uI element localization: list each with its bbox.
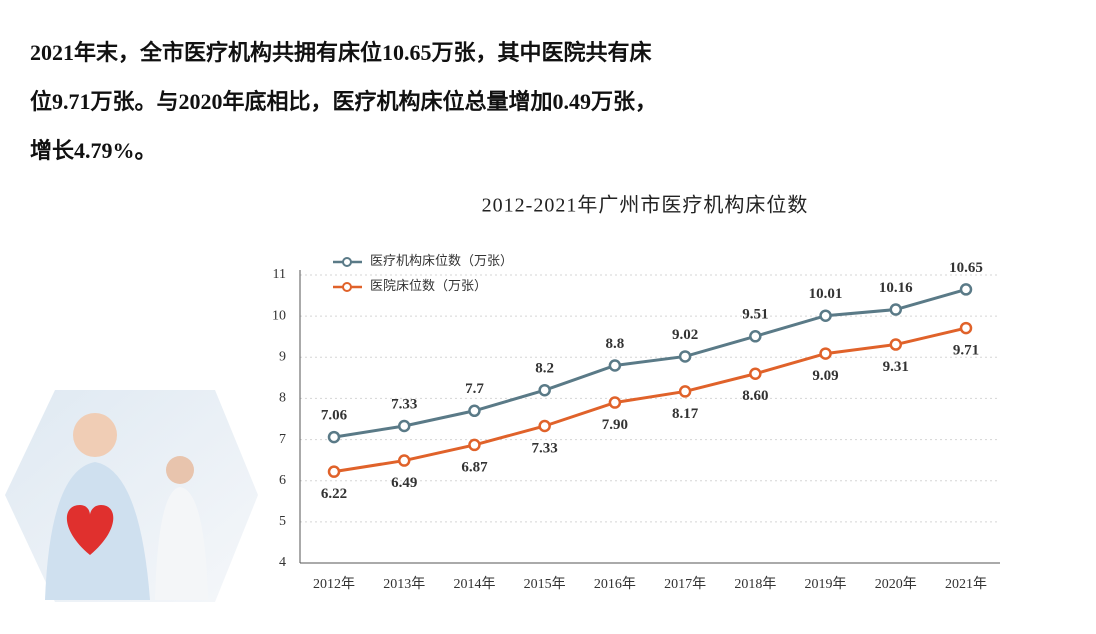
data-point [327, 465, 341, 478]
data-label: 8.17 [672, 406, 699, 422]
nurse-face [73, 413, 117, 457]
data-label: 6.22 [321, 486, 347, 502]
x-tick-label: 2016年 [594, 576, 636, 592]
paragraph: 2021年末，全市医疗机构共拥有床位10.65万张，其中医院共有床 位9.71万… [30, 40, 657, 163]
data-point [889, 338, 903, 351]
data-label: 10.65 [949, 260, 983, 276]
paragraph-line: 位9.71万张。与2020年底相比，医疗机构床位总量增加0.49万张， [30, 89, 657, 114]
chart-title: 2012-2021年广州市医疗机构床位数 [482, 194, 809, 217]
data-label: 9.71 [953, 343, 979, 359]
data-label: 7.90 [602, 417, 628, 433]
data-point [749, 330, 762, 343]
data-label: 10.01 [809, 286, 843, 302]
legend-label: 医疗机构床位数（万张） [370, 253, 513, 268]
x-tick-label: 2018年 [734, 576, 776, 592]
y-tick-label: 9 [279, 350, 286, 365]
y-tick-label: 8 [279, 391, 286, 406]
y-tick-label: 11 [273, 267, 286, 282]
data-label: 8.2 [535, 361, 554, 377]
x-tick-label: 2015年 [524, 576, 566, 592]
x-tick-label: 2020年 [875, 576, 917, 592]
y-tick-label: 7 [279, 432, 286, 447]
x-tick-label: 2019年 [805, 576, 847, 592]
x-tick-label: 2014年 [453, 576, 495, 592]
y-tick-label: 10 [272, 308, 286, 323]
x-tick-label: 2012年 [313, 576, 355, 592]
paragraph-line: 增长4.79%。 [30, 138, 157, 163]
legend-label: 医院床位数（万张） [370, 278, 487, 293]
data-point [819, 309, 832, 322]
data-point [327, 430, 341, 444]
legend-marker [342, 282, 352, 292]
data-label: 6.49 [391, 475, 417, 491]
series-line [333, 287, 967, 439]
x-tick-label: 2013年 [383, 576, 425, 592]
data-label: 6.87 [461, 459, 488, 475]
data-label: 7.33 [391, 396, 417, 412]
data-point [959, 283, 973, 296]
data-point [889, 303, 903, 316]
series-line [333, 326, 967, 474]
data-label: 7.33 [532, 440, 558, 456]
heart [66, 505, 114, 555]
data-point [678, 385, 692, 398]
data-label: 9.09 [812, 368, 838, 384]
data-point [608, 359, 622, 372]
x-tick-label: 2021年 [945, 576, 987, 592]
data-point [608, 396, 622, 409]
data-label: 9.31 [883, 359, 909, 375]
data-label: 8.60 [742, 388, 768, 404]
data-point [538, 383, 551, 397]
y-tick-label: 5 [279, 514, 286, 529]
doctor-face [166, 456, 194, 484]
data-point [397, 454, 411, 467]
data-point [959, 321, 973, 335]
legend-marker [342, 257, 352, 267]
x-tick-label: 2017年 [664, 576, 706, 592]
data-point [749, 367, 762, 380]
data-label: 9.51 [742, 307, 768, 323]
data-point [397, 419, 411, 433]
data-point [468, 438, 481, 452]
data-point [678, 350, 692, 363]
doctor-body [155, 487, 208, 600]
data-label: 8.8 [606, 336, 625, 352]
data-label: 9.02 [672, 327, 698, 343]
data-point [819, 347, 832, 360]
data-label: 10.16 [879, 280, 913, 296]
photo [5, 390, 258, 602]
data-label: 7.7 [465, 381, 484, 397]
y-tick-label: 6 [279, 473, 286, 488]
data-point [538, 419, 551, 433]
data-point [468, 404, 481, 418]
paragraph-line: 2021年末，全市医疗机构共拥有床位10.65万张，其中医院共有床 [30, 40, 653, 65]
data-label: 7.06 [321, 408, 348, 424]
y-tick-label: 4 [279, 555, 286, 570]
